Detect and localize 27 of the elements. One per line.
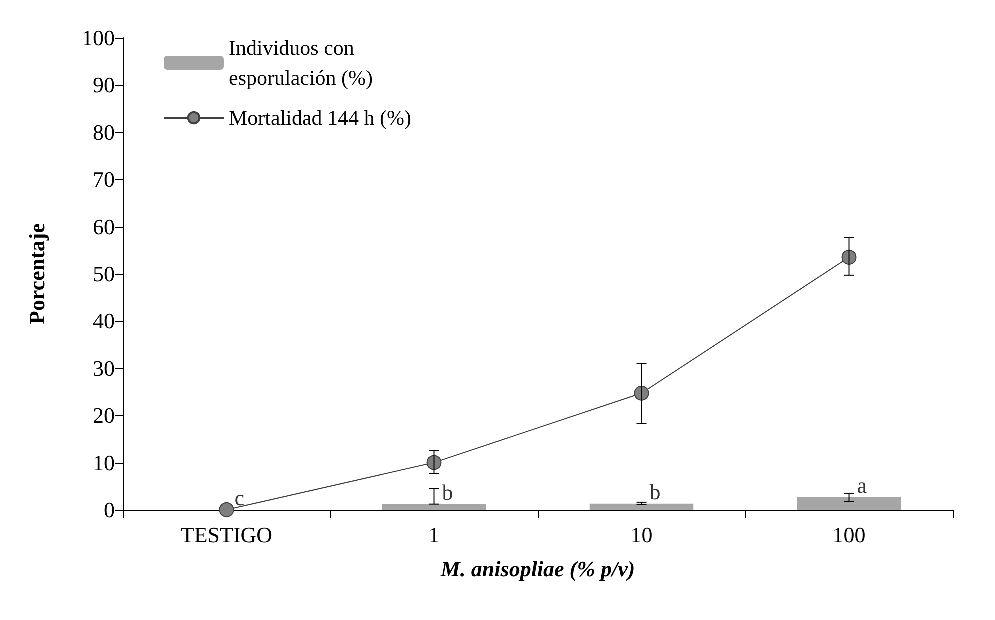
point	[842, 250, 857, 265]
y-tick-label: 60	[93, 214, 115, 240]
y-tick-label: 20	[93, 403, 115, 428]
y-tick-label: 50	[93, 262, 115, 286]
annotation: b	[650, 479, 661, 504]
y-tick-label: 100	[82, 26, 115, 50]
y-tick-label: 10	[93, 450, 115, 476]
y-tick-label: 90	[93, 72, 115, 98]
y-axis-title: Porcentaje	[24, 223, 50, 324]
point	[426, 455, 442, 470]
x-tick-label: TESTIGO	[180, 522, 273, 548]
y-tick-label: 0	[104, 498, 115, 522]
x-tick-label: 1	[428, 522, 440, 548]
annotation: a	[857, 472, 868, 498]
y-tick-label: 70	[93, 167, 115, 192]
annotation: c	[234, 486, 245, 510]
y-tick-label: 40	[93, 308, 115, 334]
x-axis-title: M. anisopliae (% p/v)	[440, 556, 636, 582]
x-tick-label: 10	[630, 522, 653, 548]
legend-label: Mortalidad 144 h (%)	[229, 106, 412, 130]
legend-label: Individuos con esporulación (%)	[229, 36, 374, 90]
x-tick-label: 100	[832, 522, 866, 548]
point	[634, 386, 650, 401]
annotation: b	[442, 480, 454, 505]
y-tick-label: 30	[93, 356, 115, 381]
y-tick-label: 80	[93, 120, 115, 145]
point	[219, 502, 234, 518]
